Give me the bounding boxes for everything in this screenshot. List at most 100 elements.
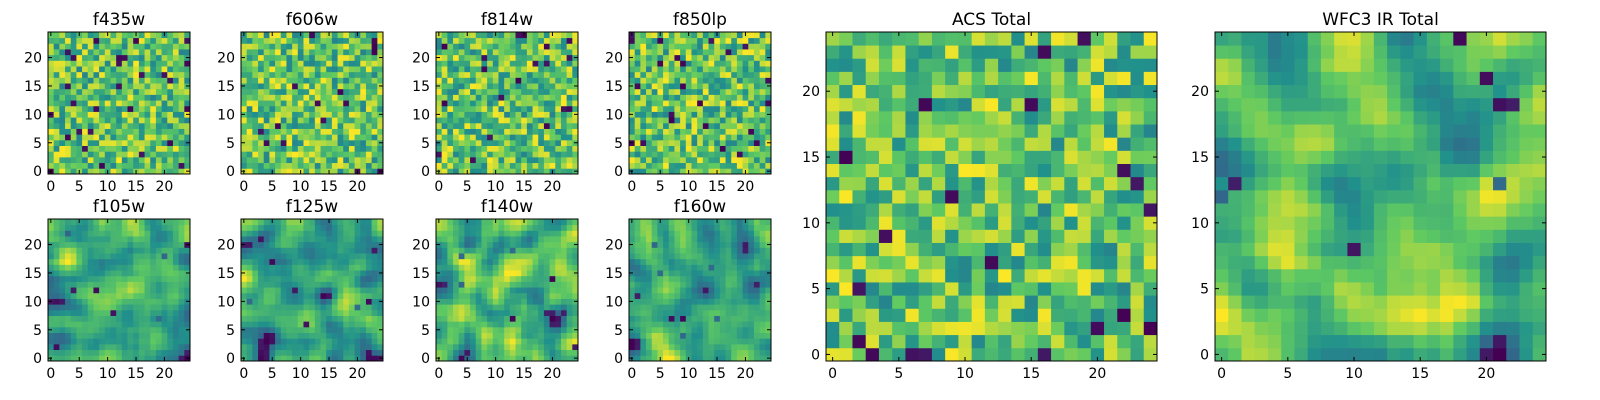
heatmap-cell [521, 43, 528, 50]
heatmap-cell [121, 230, 128, 237]
heatmap-cell [481, 54, 488, 61]
heatmap-cell [286, 49, 293, 56]
heatmap-cell [742, 338, 749, 345]
heatmap-cell [708, 332, 715, 339]
heatmap-cell [314, 100, 321, 107]
heatmap-cell [309, 134, 316, 141]
heatmap-cell [640, 309, 647, 316]
heatmap-cell [155, 66, 162, 73]
heatmap-cell [150, 134, 157, 141]
heatmap-cell [560, 270, 568, 277]
heatmap-cell [377, 162, 384, 169]
heatmap-cell [331, 100, 338, 107]
heatmap-cell [532, 83, 539, 90]
heatmap-cell [708, 298, 715, 305]
heatmap-cell [116, 117, 123, 124]
heatmap-cell [241, 321, 248, 328]
heatmap-cell [252, 321, 259, 328]
heatmap-cell [475, 304, 482, 311]
heatmap-cell [116, 156, 123, 164]
heatmap-cell [481, 111, 488, 118]
heatmap-cell [155, 224, 162, 231]
heatmap-cell [331, 321, 338, 328]
heatmap-cell [59, 326, 66, 333]
heatmap-cell [572, 145, 579, 152]
heatmap-cell [481, 145, 488, 152]
heatmap-cell [184, 49, 191, 56]
heatmap-cell [116, 77, 123, 84]
heatmap-cell [475, 37, 482, 44]
heatmap-cell [691, 332, 698, 339]
heatmap-cell [360, 88, 367, 95]
heatmap-cell [286, 117, 293, 124]
heatmap-cell [258, 83, 265, 90]
heatmap-cell [526, 77, 533, 84]
heatmap-cell [555, 71, 562, 78]
heatmap-cell [492, 326, 499, 333]
heatmap-cell [303, 162, 310, 169]
heatmap-cell [133, 298, 140, 305]
heatmap-cell [76, 326, 83, 333]
heatmap-cell [121, 156, 128, 164]
heatmap-cell [252, 338, 259, 345]
heatmap-cell [331, 343, 338, 351]
heatmap-cell [53, 224, 60, 231]
heatmap-cell [532, 49, 539, 56]
heatmap-cell [116, 168, 123, 175]
heatmap-cell [246, 247, 253, 254]
heatmap-cell [742, 134, 749, 141]
heatmap-cell [453, 224, 460, 231]
heatmap-cell [538, 162, 545, 169]
heatmap-cell [116, 151, 123, 158]
heatmap-cell [464, 241, 471, 248]
heatmap-cell [59, 253, 66, 260]
heatmap-cell [566, 224, 573, 231]
heatmap-cell [76, 281, 83, 288]
heatmap-cell [53, 355, 60, 362]
heatmap-cell [475, 134, 482, 141]
heatmap-cell [532, 230, 539, 237]
heatmap-cell [99, 66, 106, 73]
heatmap-cell [549, 258, 556, 265]
heatmap-cell [566, 151, 573, 158]
heatmap-cell [309, 315, 316, 322]
heatmap-cell [263, 117, 270, 124]
heatmap-cell [269, 270, 276, 277]
heatmap-cell [93, 66, 100, 73]
heatmap-cell [280, 122, 287, 129]
heatmap-cell [150, 54, 157, 61]
heatmap-cell [702, 321, 709, 328]
plot-frame [240, 31, 384, 175]
heatmap-cell [127, 247, 134, 254]
heatmap-cell [447, 230, 454, 237]
heatmap-cell [87, 134, 94, 141]
heatmap-cell [320, 168, 327, 175]
heatmap-cell [161, 292, 168, 299]
heatmap-cell [504, 117, 511, 124]
heatmap-cell [441, 338, 448, 345]
heatmap-cell [464, 139, 471, 146]
heatmap-cell [736, 349, 743, 356]
panel-title: f814w [481, 10, 533, 30]
heatmap-cell [515, 275, 522, 282]
heatmap-cell [309, 298, 316, 305]
heatmap-cell [377, 32, 384, 39]
heatmap-cell [691, 326, 698, 333]
heatmap-cell [292, 134, 299, 141]
heatmap-cell [127, 253, 134, 260]
heatmap-cell [65, 309, 72, 316]
heatmap-cell [509, 275, 516, 282]
heatmap-cell [555, 338, 562, 345]
heatmap-cell [475, 230, 482, 237]
heatmap-cell [82, 145, 89, 152]
heatmap-cell [59, 236, 66, 243]
heatmap-cell [360, 83, 367, 90]
heatmap-cell [178, 281, 185, 288]
heatmap-cell [172, 54, 180, 61]
heatmap-cell [65, 315, 72, 322]
heatmap-cell [640, 326, 647, 333]
heatmap-cell [566, 60, 573, 67]
heatmap-cell [82, 49, 89, 56]
heatmap-cell [269, 264, 276, 271]
heatmap-cell [104, 247, 111, 254]
